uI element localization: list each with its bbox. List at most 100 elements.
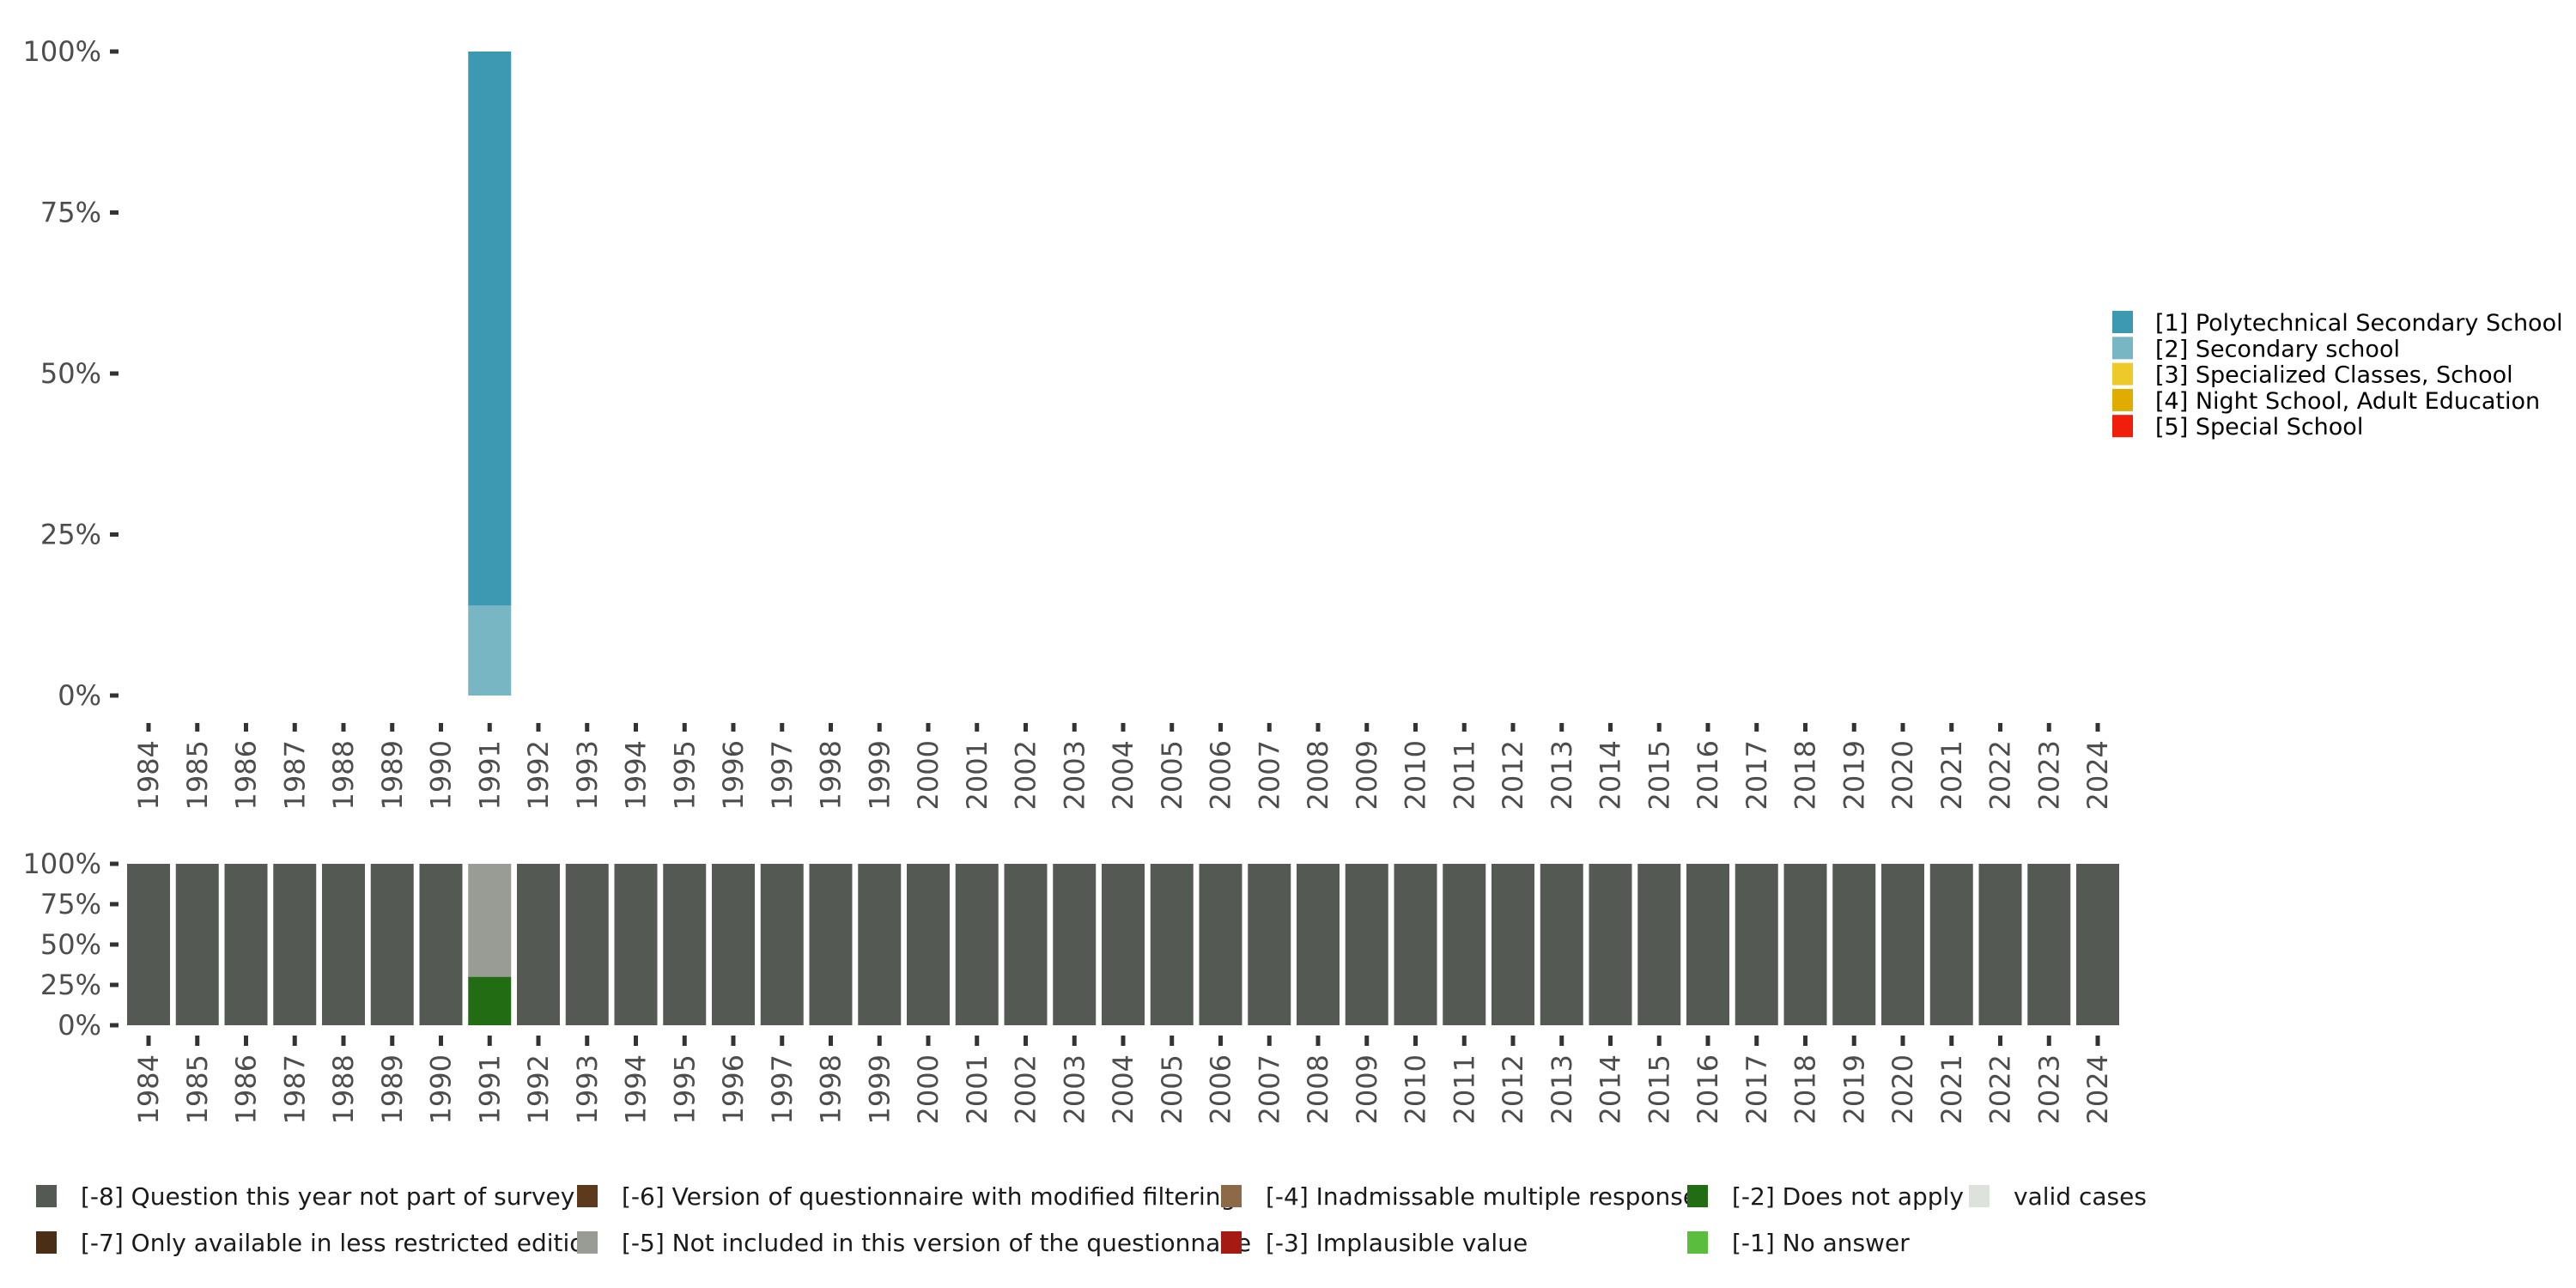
x-tick	[1754, 1036, 1759, 1046]
legend-swatch	[2112, 337, 2133, 360]
legend-swatch	[1221, 1231, 1242, 1254]
bar-segment	[1686, 864, 1729, 1025]
x-tick	[1851, 1036, 1856, 1046]
x-tick-label: 2018	[1789, 1054, 1822, 1124]
bar-segment	[663, 864, 707, 1025]
bar-segment	[468, 976, 512, 1025]
bar-segment	[1248, 864, 1291, 1025]
x-tick-label: 1992	[522, 1054, 555, 1124]
legend-label: [1] Polytechnical Secondary School	[2155, 310, 2563, 337]
x-tick-label: 2008	[1302, 740, 1334, 810]
x-tick	[1024, 723, 1028, 732]
y-tick	[110, 532, 118, 537]
x-tick-label: 2024	[2081, 1054, 2114, 1124]
x-tick	[1900, 723, 1905, 732]
bar-segment	[468, 52, 512, 605]
x-tick-label: 2015	[1643, 1054, 1675, 1124]
y-tick	[110, 982, 118, 987]
bar-segment	[419, 864, 463, 1025]
x-tick	[195, 1036, 200, 1046]
legend-label: [-8] Question this year not part of surv…	[81, 1182, 574, 1211]
x-tick-label: 1989	[376, 740, 409, 810]
y-tick	[110, 902, 118, 907]
bar-segment	[2076, 864, 2119, 1025]
x-tick	[244, 1036, 248, 1046]
y-tick-label: 50%	[40, 357, 101, 390]
x-tick-label: 1995	[668, 1054, 701, 1124]
bar-segment	[1735, 864, 1778, 1025]
x-tick-label: 1993	[571, 1054, 604, 1124]
x-tick-label: 2017	[1741, 740, 1773, 810]
x-tick	[439, 1036, 443, 1046]
x-tick-label: 1999	[863, 740, 896, 810]
legend-label: [-5] Not included in this version of the…	[622, 1229, 1251, 1257]
x-tick-label: 2015	[1643, 740, 1675, 810]
bar-segment	[1637, 864, 1681, 1025]
x-tick-label: 2022	[1984, 740, 2017, 810]
x-tick	[390, 723, 395, 732]
legend-label: [3] Specialized Classes, School	[2155, 362, 2513, 389]
y-tick-label: 75%	[40, 197, 101, 229]
x-tick	[1754, 723, 1759, 732]
x-tick-label: 2007	[1253, 1054, 1285, 1124]
x-tick-label: 1987	[278, 740, 311, 810]
x-tick-label: 2004	[1107, 1054, 1139, 1124]
legend-label: valid cases	[2014, 1182, 2147, 1211]
x-tick-label: 2011	[1448, 740, 1480, 810]
y-tick	[110, 1023, 118, 1028]
x-tick-label: 1995	[668, 740, 701, 810]
x-tick-label: 1990	[425, 740, 458, 810]
x-tick-label: 1998	[815, 1054, 848, 1124]
bar-segment	[1443, 864, 1486, 1025]
bar-segment	[1929, 864, 1973, 1025]
x-tick-label: 1997	[766, 740, 799, 810]
x-tick-label: 2003	[1058, 1054, 1091, 1124]
y-tick-label: 50%	[40, 928, 101, 961]
x-tick	[975, 1036, 980, 1046]
legend-label: [-4] Inadmissable multiple response	[1266, 1182, 1698, 1211]
x-tick-label: 1986	[230, 740, 263, 810]
bar-segment	[565, 864, 609, 1025]
bar-segment	[2027, 864, 2071, 1025]
x-tick-label: 2011	[1448, 1054, 1480, 1124]
legend-swatch	[2112, 311, 2133, 333]
x-tick	[634, 723, 638, 732]
x-tick-label: 2021	[1935, 740, 1968, 810]
x-tick	[829, 723, 833, 732]
bar-segment	[468, 864, 512, 977]
x-tick-label: 2002	[1010, 1054, 1042, 1124]
x-tick-label: 2018	[1789, 740, 1822, 810]
x-tick	[1072, 723, 1077, 732]
x-tick-label: 2019	[1838, 740, 1870, 810]
x-tick-label: 1986	[230, 1054, 263, 1124]
x-tick	[1656, 1036, 1662, 1046]
legend-label: [5] Special School	[2155, 414, 2363, 440]
x-tick	[585, 1036, 590, 1046]
legend-swatch	[2112, 415, 2133, 438]
x-tick	[1364, 723, 1370, 732]
x-tick-label: 2001	[961, 740, 993, 810]
bar-segment	[1783, 864, 1827, 1025]
x-tick-label: 2013	[1546, 740, 1578, 810]
y-tick-label: 25%	[40, 519, 101, 551]
x-tick-label: 1993	[571, 740, 604, 810]
legend-label: [-3] Implausible value	[1266, 1229, 1528, 1257]
y-tick	[110, 210, 118, 215]
bar-segment	[1102, 864, 1145, 1025]
x-tick-label: 2005	[1156, 740, 1188, 810]
x-tick-label: 2006	[1205, 740, 1237, 810]
x-tick	[487, 723, 492, 732]
x-tick	[1608, 723, 1613, 732]
x-tick	[1559, 1036, 1564, 1046]
x-tick	[1998, 1036, 2002, 1046]
x-tick-label: 2005	[1156, 1054, 1188, 1124]
top-chart: 0% 25% 50% 75% 100% 1984 1985 1986 1987 1988 1989 1…	[23, 35, 2114, 810]
bar-segment	[1589, 864, 1632, 1025]
x-tick-label: 2000	[912, 1054, 945, 1124]
bar-segment	[858, 864, 902, 1025]
bar-segment	[712, 864, 755, 1025]
x-tick-label: 2006	[1205, 1054, 1237, 1124]
bar-segment	[1978, 864, 2022, 1025]
x-tick	[1705, 1036, 1710, 1046]
